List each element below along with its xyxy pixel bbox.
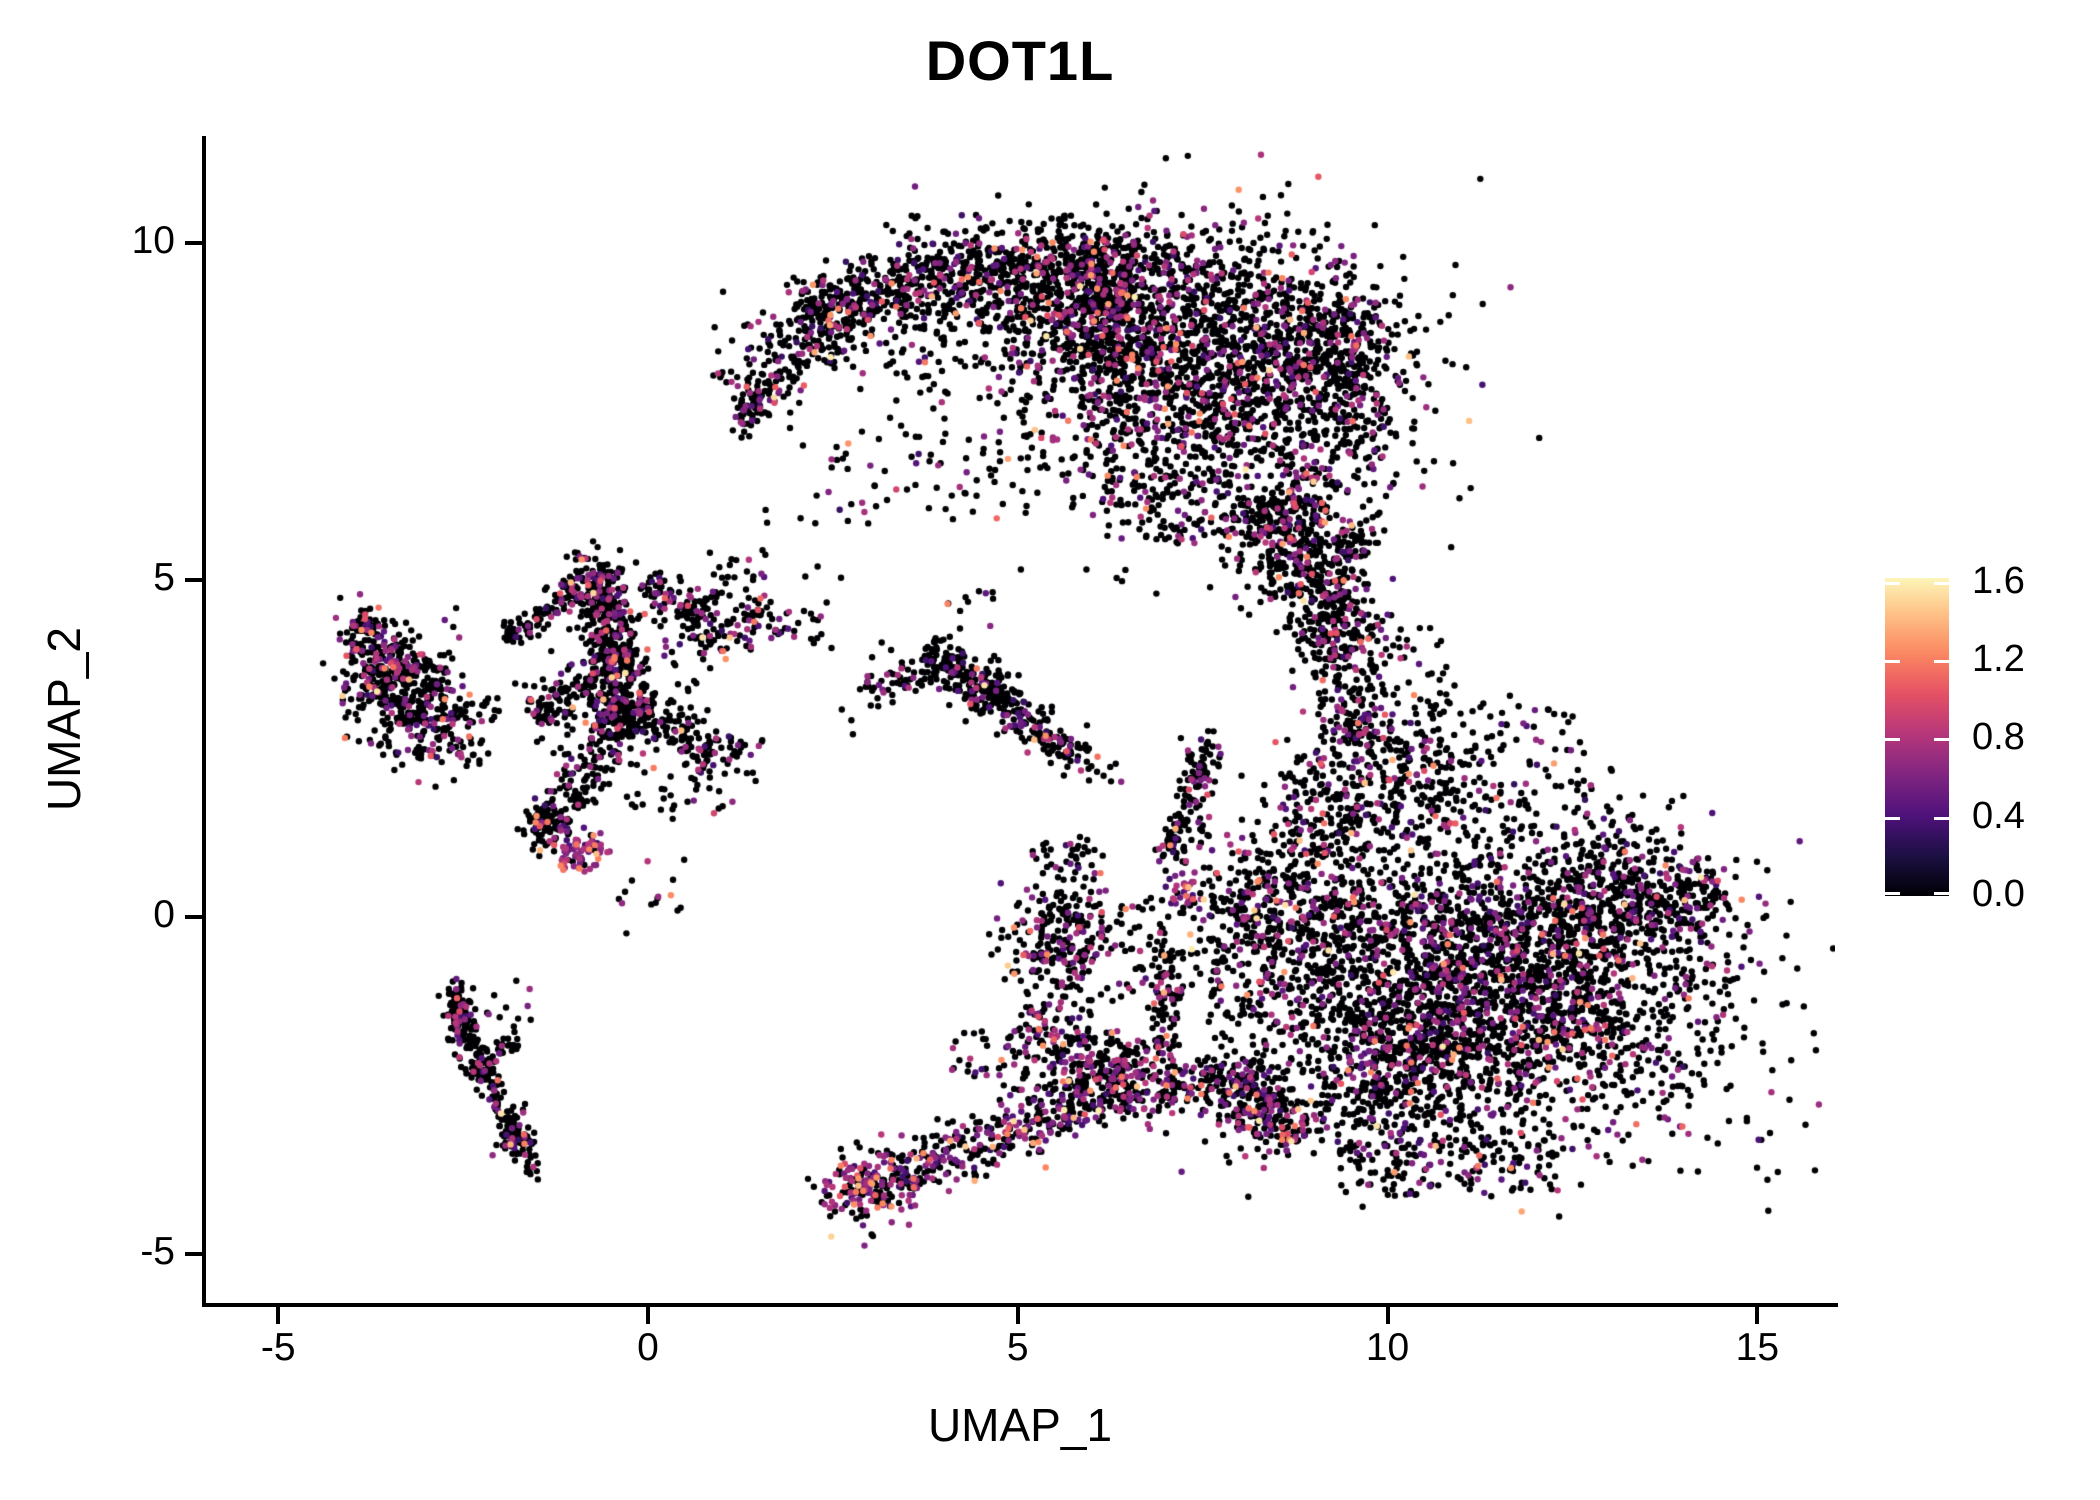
colorbar-tick-mark bbox=[1934, 660, 1949, 664]
plot-area bbox=[205, 138, 1835, 1303]
y-tick-label: -5 bbox=[140, 1229, 175, 1273]
colorbar-gradient bbox=[1885, 578, 1949, 896]
x-tick-label: 15 bbox=[1735, 1326, 1780, 1369]
x-tick-mark bbox=[276, 1307, 281, 1324]
y-tick-label: 0 bbox=[153, 892, 175, 936]
x-tick-mark bbox=[1385, 1307, 1390, 1324]
x-axis-title: UMAP_1 bbox=[927, 1399, 1113, 1451]
x-tick-mark bbox=[1755, 1307, 1760, 1324]
x-tick-label: 0 bbox=[637, 1326, 659, 1369]
colorbar-tick-label: 1.6 bbox=[1972, 559, 2025, 602]
colorbar-tick-mark bbox=[1934, 892, 1949, 895]
colorbar-tick-label: 0.0 bbox=[1972, 873, 2025, 915]
x-tick-label: -5 bbox=[260, 1326, 296, 1369]
y-tick-mark bbox=[185, 1251, 202, 1256]
colorbar-tick-label: 0.8 bbox=[1972, 716, 2025, 759]
colorbar-tick-mark bbox=[1885, 660, 1900, 664]
y-tick-mark bbox=[185, 914, 202, 919]
colorbar-tick-mark bbox=[1885, 892, 1900, 895]
x-tick-label: 5 bbox=[1006, 1326, 1029, 1369]
x-tick-label: 10 bbox=[1365, 1326, 1410, 1369]
x-tick-mark bbox=[645, 1307, 650, 1324]
colorbar-tick-label: 1.2 bbox=[1972, 638, 2025, 681]
colorbar-tick-mark bbox=[1885, 581, 1900, 585]
colorbar-tick-mark bbox=[1934, 816, 1949, 820]
colorbar-tick-mark bbox=[1934, 738, 1949, 742]
colorbar-tick-mark bbox=[1934, 581, 1949, 585]
y-axis-line bbox=[202, 136, 206, 1307]
umap-scatter-canvas bbox=[205, 138, 1835, 1303]
colorbar-tick-mark bbox=[1885, 816, 1900, 820]
x-tick-mark bbox=[1015, 1307, 1020, 1324]
y-tick-mark bbox=[185, 241, 202, 246]
colorbar-tick-label: 0.4 bbox=[1972, 794, 2025, 837]
colorbar-tick-mark bbox=[1885, 738, 1900, 742]
y-tick-label: 5 bbox=[153, 556, 175, 599]
y-axis-title: UMAP_2 bbox=[38, 626, 90, 812]
page-title: DOT1L bbox=[925, 29, 1115, 92]
y-tick-label: 10 bbox=[131, 219, 175, 263]
x-axis-line bbox=[202, 1303, 1838, 1307]
y-tick-mark bbox=[185, 578, 202, 582]
